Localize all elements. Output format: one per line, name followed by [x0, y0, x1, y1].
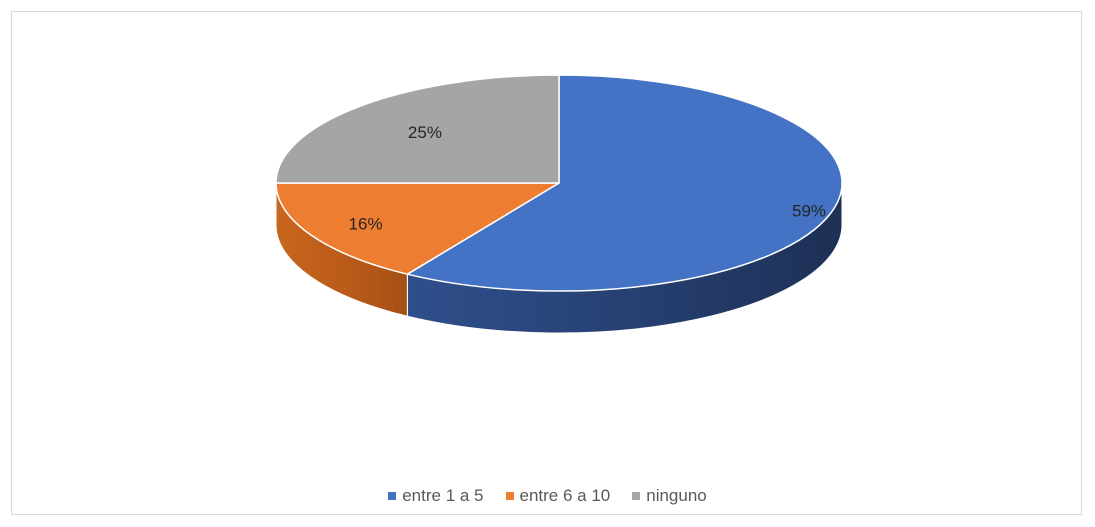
- pie-tops: [275, 74, 843, 292]
- legend: entre 1 a 5 entre 6 a 10 ninguno: [0, 486, 1095, 506]
- legend-label-entre-6-a-10: entre 6 a 10: [519, 486, 611, 505]
- pie-slice-ninguno: [275, 74, 560, 184]
- pie-slice-entre-6-a-10: [275, 182, 560, 275]
- data-label-entre-6-a-10: 16%: [349, 215, 383, 234]
- legend-item-entre-1-a-5: entre 1 a 5: [388, 486, 484, 506]
- legend-label-ninguno: ninguno: [646, 486, 707, 505]
- legend-swatch-entre-6-a-10: [505, 492, 514, 500]
- data-label-ninguno: 25%: [408, 123, 442, 142]
- pie-slice-entre-1-a-5: [406, 74, 843, 292]
- legend-swatch-entre-1-a-5: [388, 492, 397, 500]
- legend-label-entre-1-a-5: entre 1 a 5: [402, 486, 484, 505]
- legend-item-entre-6-a-10: entre 6 a 10: [505, 486, 611, 506]
- data-label-entre-1-a-5: 59%: [792, 202, 826, 221]
- legend-swatch-ninguno: [632, 492, 641, 500]
- pie-labels: 59% 16% 25%: [349, 123, 826, 234]
- legend-item-ninguno: ninguno: [632, 486, 707, 506]
